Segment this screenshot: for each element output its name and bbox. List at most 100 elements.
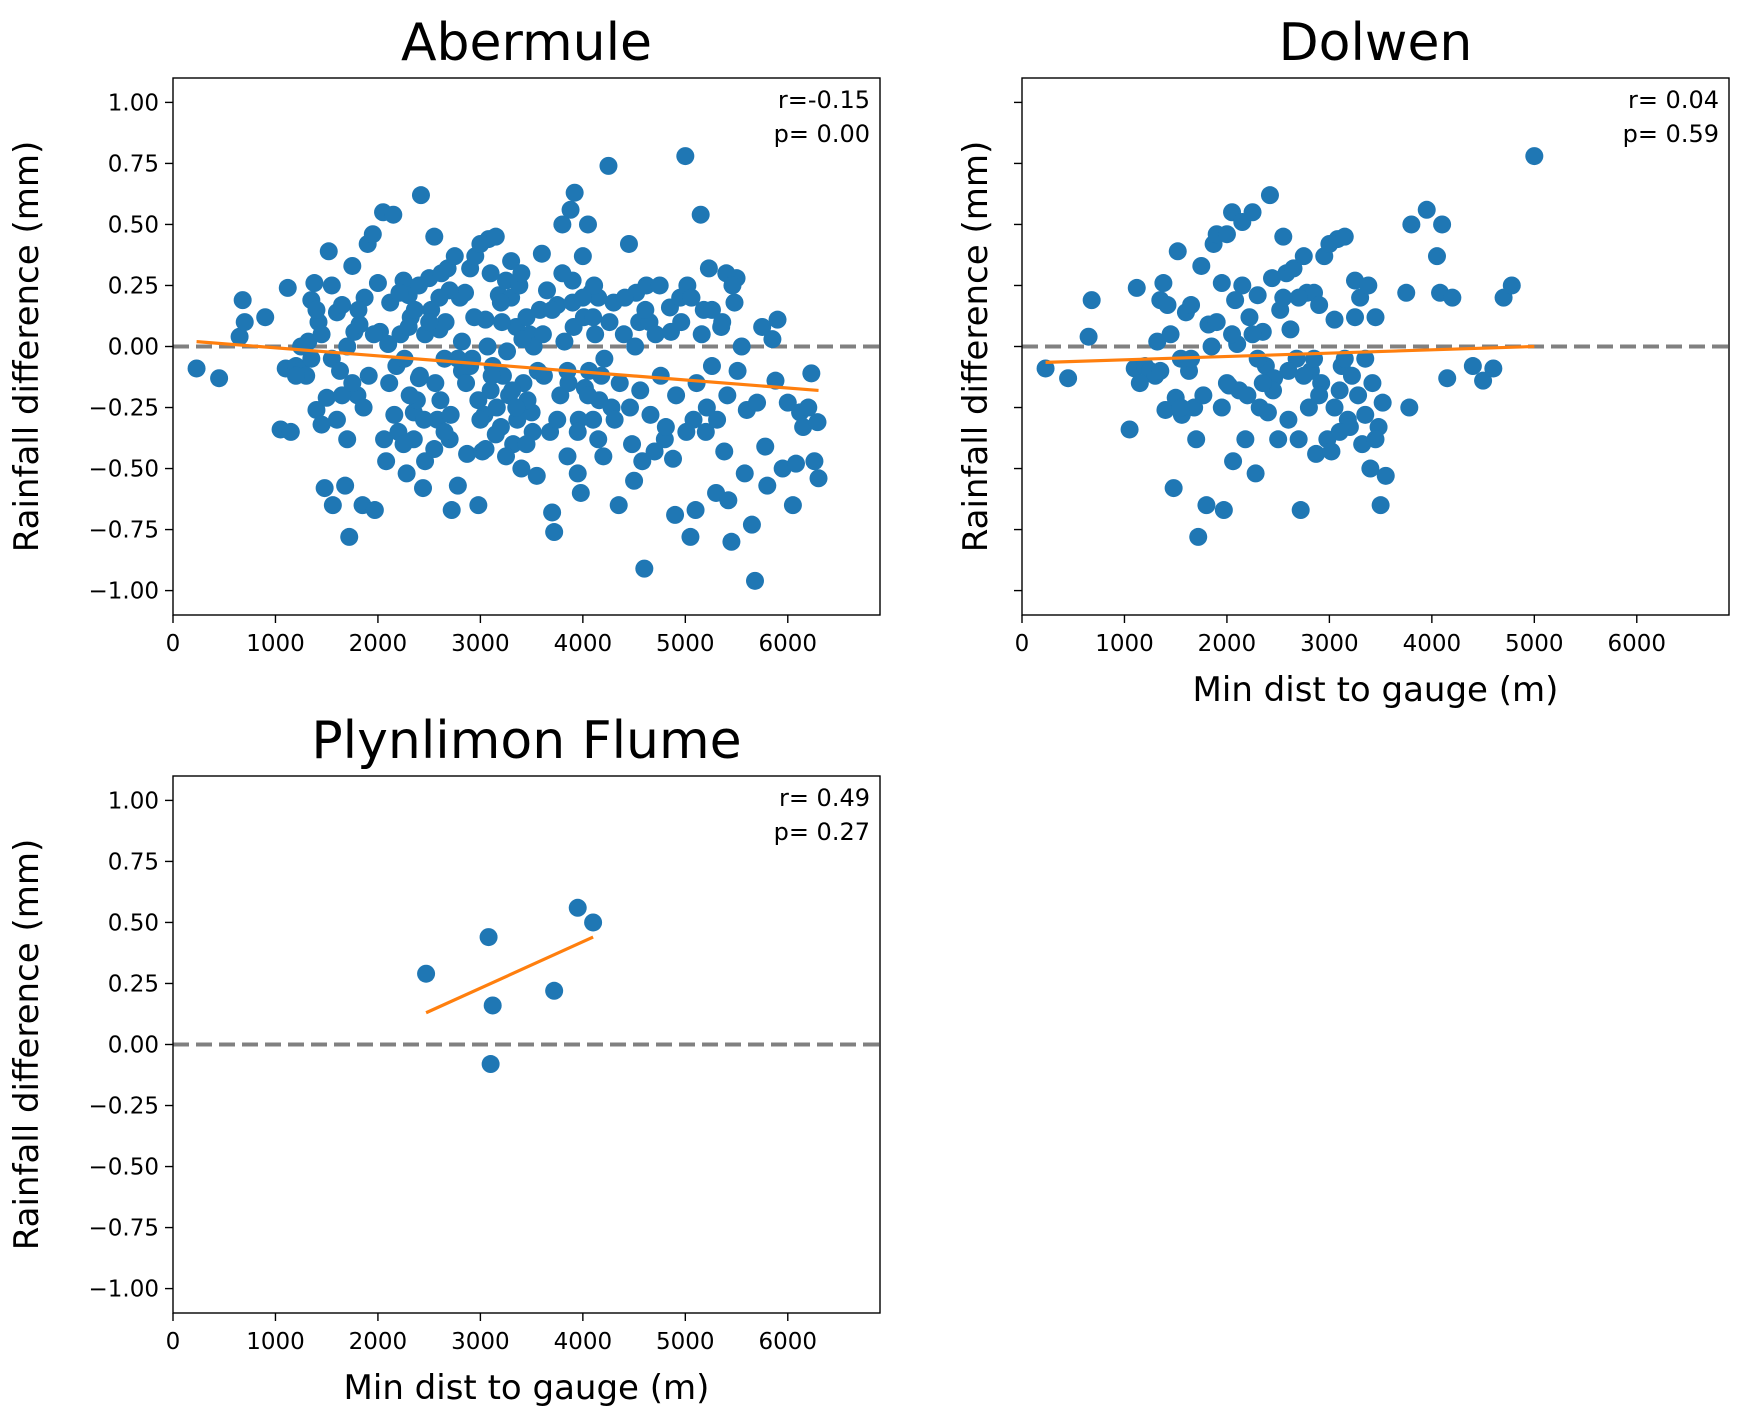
scatter-point	[696, 422, 715, 441]
panel-2: Plynlimon Flume 1.00 0.75 0.50 0.25 0.00 −0.25…	[7, 711, 881, 1408]
scatter-point	[1269, 430, 1288, 449]
scatter-point	[405, 300, 424, 319]
panel-title: Abermule	[401, 13, 652, 73]
scatter-point	[323, 496, 342, 515]
scatter-point	[742, 515, 761, 534]
x-tick-label: 5000	[656, 631, 715, 657]
scatter-point	[431, 391, 450, 410]
scatter-point	[517, 308, 536, 327]
scatter-point	[333, 296, 352, 315]
scatter-point	[626, 337, 645, 356]
scatter-point	[1294, 366, 1313, 385]
scatter-point	[650, 276, 669, 295]
scatter-point	[530, 300, 549, 319]
scatter-point	[187, 359, 206, 378]
scatter-point	[620, 398, 639, 417]
scatter-point	[436, 313, 455, 332]
scatter-point	[584, 308, 603, 327]
panel-title: Dolwen	[1279, 13, 1473, 73]
x-tick-label: 2000	[349, 631, 408, 657]
scatter-point	[1243, 203, 1262, 222]
scatter-point	[1214, 501, 1233, 520]
scatter-point	[1187, 430, 1206, 449]
scatter-point	[476, 440, 495, 459]
scatter-point	[333, 386, 352, 405]
stat-annotation: r= 0.04	[1628, 86, 1719, 114]
scatter-point	[1299, 398, 1318, 417]
scatter-point	[1325, 398, 1344, 417]
scatter-point	[312, 325, 331, 344]
scatter-point	[1400, 398, 1419, 417]
scatter-point	[410, 366, 429, 385]
y-tick-label: −1.00	[89, 1277, 159, 1303]
scatter-point	[1279, 361, 1298, 380]
scatter-point	[478, 337, 497, 356]
scatter-point	[615, 288, 634, 307]
scatter-point	[416, 452, 435, 471]
scatter-point	[368, 274, 387, 293]
scatter-point	[532, 244, 551, 263]
scatter-point	[315, 479, 334, 498]
scatter-point	[498, 342, 517, 361]
scatter-point	[1207, 313, 1226, 332]
x-tick-label: 6000	[1608, 631, 1667, 657]
scatter-point	[336, 476, 355, 495]
y-tick-label: −0.50	[89, 457, 159, 483]
stat-annotation: p= 0.00	[774, 120, 870, 148]
y-tick-label: 0.00	[108, 1033, 159, 1059]
scatter-point	[672, 313, 691, 332]
scatter-point	[656, 418, 675, 437]
scatter-point	[331, 361, 350, 380]
scatter-point	[1236, 430, 1255, 449]
x-axis-label: Min dist to gauge (m)	[344, 1368, 710, 1408]
scatter-point	[1307, 444, 1326, 463]
x-tick-label: 5000	[1505, 631, 1564, 657]
scatter-point	[414, 479, 433, 498]
scatter-point	[409, 276, 428, 295]
scatter-point	[399, 317, 418, 336]
scatter-point	[558, 447, 577, 466]
scatter-point	[517, 435, 536, 454]
scatter-point	[1243, 325, 1262, 344]
scatter-point	[723, 276, 742, 295]
regression-line	[425, 935, 594, 1015]
scatter-point	[1438, 369, 1457, 388]
y-tick-label: −0.75	[89, 1216, 159, 1242]
scatter-point	[786, 454, 805, 473]
y-tick-label: 0.25	[108, 971, 159, 997]
scatter-point	[1246, 464, 1265, 483]
scatter-point	[1294, 247, 1313, 266]
scatter-point	[600, 313, 619, 332]
scatter-point	[783, 496, 802, 515]
scatter-point	[578, 215, 597, 234]
scatter-point	[799, 398, 818, 417]
scatter-point	[456, 283, 475, 302]
scatter-point	[397, 464, 416, 483]
scatter-point	[327, 410, 346, 429]
scatter-point	[458, 444, 477, 463]
y-tick-label: −1.00	[89, 579, 159, 605]
scatter-point	[728, 361, 747, 380]
scatter-point	[1130, 374, 1149, 393]
scatter-point	[651, 366, 670, 385]
scatter-point	[753, 317, 772, 336]
scatter-points	[417, 898, 603, 1074]
stat-annotation: r= 0.49	[779, 784, 870, 812]
y-tick-label: 0.25	[108, 273, 159, 299]
scatter-point	[584, 410, 603, 429]
scatter-point	[1342, 366, 1361, 385]
scatter-point	[482, 366, 501, 385]
scatter-point	[735, 464, 754, 483]
scatter-point	[452, 332, 471, 351]
scatter-point	[666, 505, 685, 524]
x-tick-label: 1000	[1095, 631, 1154, 657]
scatter-point	[1289, 430, 1308, 449]
scatter-point	[471, 410, 490, 429]
x-tick-label: 3000	[1300, 631, 1359, 657]
scatter-point	[1356, 405, 1375, 424]
scatter-point	[281, 422, 300, 441]
scatter-point	[1376, 466, 1395, 485]
scatter-point	[586, 325, 605, 344]
x-tick-label: 5000	[656, 1329, 715, 1355]
